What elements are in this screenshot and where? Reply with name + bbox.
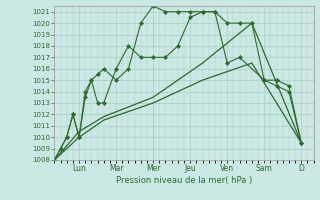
X-axis label: Pression niveau de la mer( hPa ): Pression niveau de la mer( hPa ) bbox=[116, 176, 252, 185]
